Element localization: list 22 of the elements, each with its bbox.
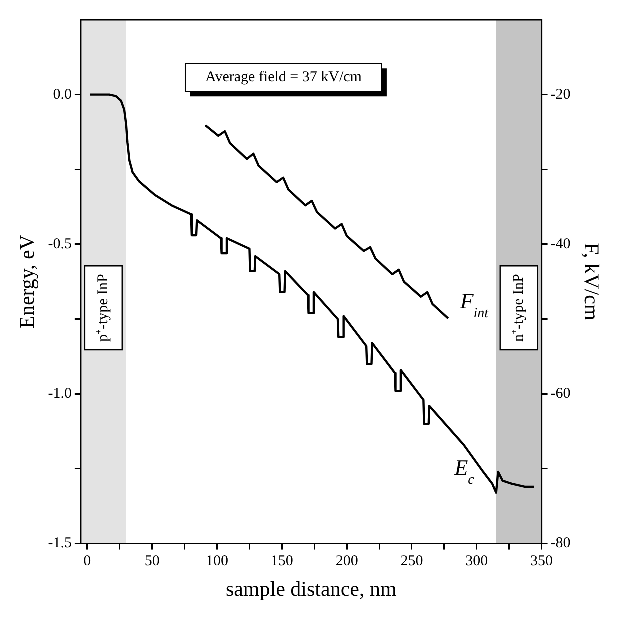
y-tick-label: -1.5	[48, 536, 72, 552]
x-tick-label: 100	[206, 554, 229, 570]
x-tick-label: 0	[84, 554, 92, 570]
x-tick-label: 300	[466, 554, 488, 570]
y-tick-label: -0.5	[48, 236, 72, 252]
band-label: p⁺-type InP	[96, 274, 112, 342]
x-tick-label: 150	[270, 554, 294, 570]
x-tick-label: 350	[530, 554, 554, 570]
y-axis-title: Energy, eV	[15, 234, 40, 329]
x-tick-label: 50	[144, 554, 160, 570]
annotation: Average field = 37 kV/cm	[205, 70, 362, 86]
y2-tick-label: -20	[550, 86, 571, 103]
x-axis-title: sample distance, nm	[226, 576, 397, 601]
y2-tick-label: -80	[550, 536, 571, 552]
band-label: n⁺-type InP	[511, 274, 528, 342]
y-tick-label: -1.0	[48, 386, 72, 402]
y2-tick-label: -60	[550, 386, 571, 402]
x-tick-label: 200	[336, 554, 358, 570]
x-tick-label: 250	[400, 554, 424, 570]
y2-axis-title: F, kV/cm	[580, 243, 604, 321]
y2-tick-label: -40	[550, 236, 571, 252]
y-tick-label: 0.0	[53, 86, 72, 103]
